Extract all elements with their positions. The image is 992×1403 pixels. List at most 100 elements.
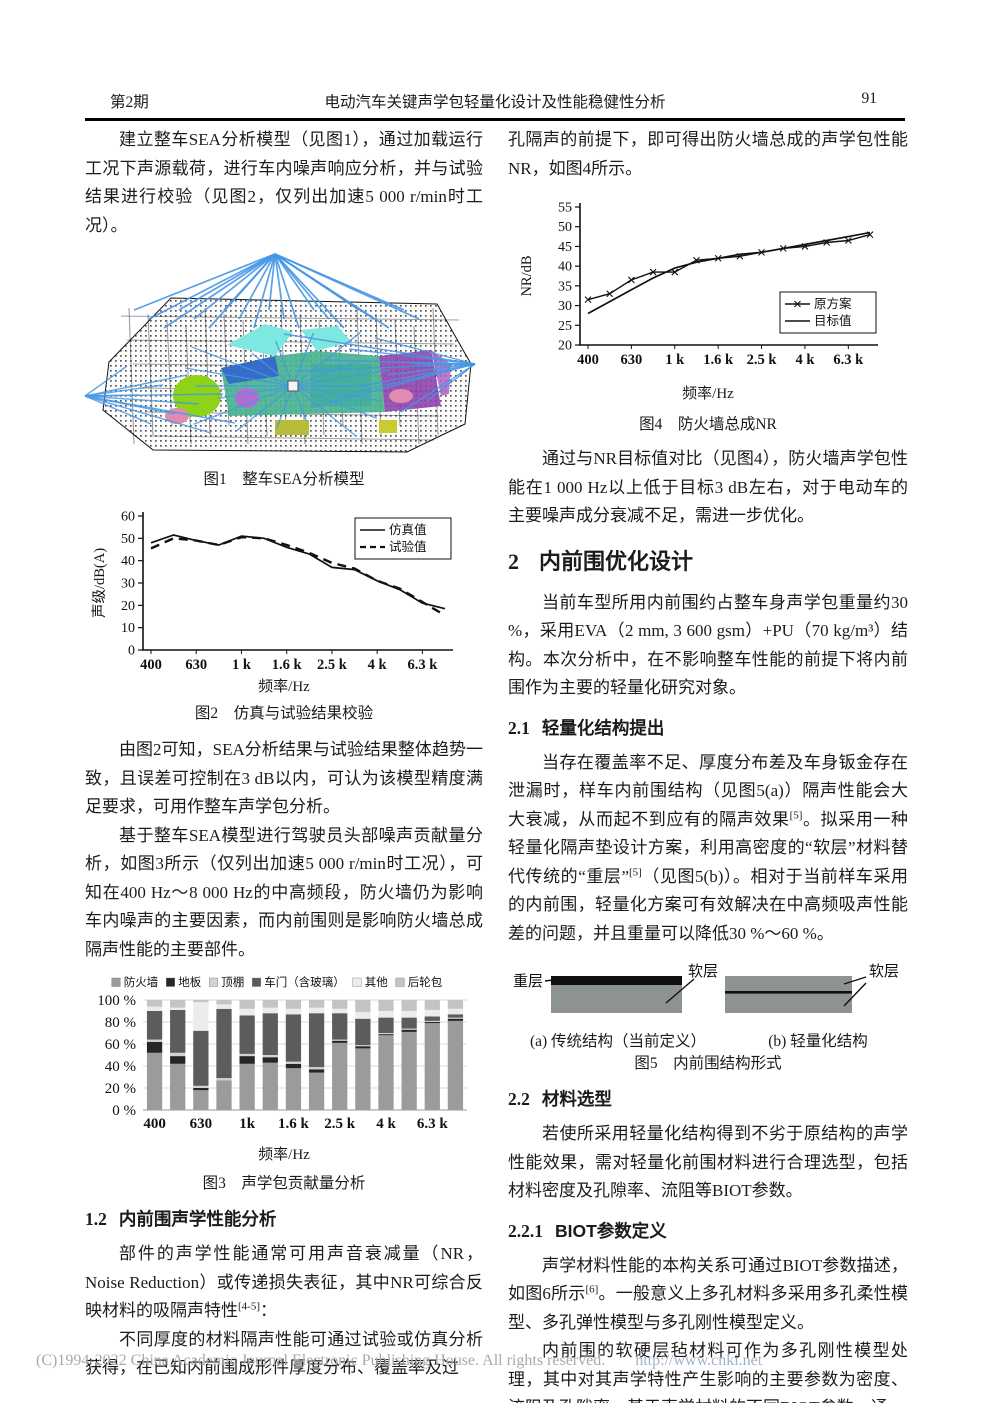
paragraph-rigid-model: 内前围的软硬层毡材料可作为多孔刚性模型处理，其中对其声学特性产生影响的主要参数为… [508, 1341, 908, 1403]
section-heading-1-2: 1.2 内前围声学性能分析 [85, 1206, 483, 1232]
svg-text:4 k: 4 k [376, 1116, 396, 1132]
figure2-xaxis-label: 频率/Hz [258, 679, 310, 695]
text-segment: 。拟采用一种轻量化隔声垫设计方案，利用高密度的“软层”材料替代传统的“重层” [508, 809, 909, 886]
svg-text:40: 40 [558, 260, 572, 275]
svg-text:400: 400 [140, 657, 162, 673]
journal-issue: 第2期 [110, 94, 149, 111]
soft-layer-b [725, 976, 852, 1013]
footer-copyright: (C)1994-2022 China Academic Journal Elec… [36, 1352, 606, 1369]
paragraph-nr-comparison: 通过与NR目标值对比（见图4），防火墙声学包性能在1 000 Hz以上低于目标3… [508, 449, 908, 525]
text-segment: 声学材料性能的本构关系可通过BIOT参数描述，如图6所示 [508, 1255, 908, 1304]
section-title: 材料选型 [541, 1089, 612, 1109]
svg-text:20: 20 [558, 339, 572, 354]
svg-text:100 %: 100 % [97, 993, 136, 1009]
text-segment: 部件的声学性能通常可用声音衰减量（NR，Noise Reduction）或传递损… [85, 1244, 483, 1320]
svg-text:60: 60 [121, 510, 135, 525]
page-number: 91 [861, 90, 878, 107]
svg-text:50: 50 [558, 220, 572, 235]
figure3-caption: 图3 声学包贡献量分析 [202, 1175, 366, 1192]
section-number: 2.1 [508, 717, 530, 738]
paragraph-sea-validation: 由图2可知，SEA分析结果与试验结果整体趋势一致，且误差可控制在3 dB以内，可… [85, 740, 483, 816]
svg-text:45: 45 [558, 240, 572, 255]
soft-layer-a [551, 985, 682, 1013]
svg-text:630: 630 [185, 657, 207, 673]
svg-text:声级/dB(A): 声级/dB(A) [91, 548, 108, 618]
leader-line [843, 982, 867, 1007]
footer: (C)1994-2022 China Academic Journal Elec… [36, 1352, 762, 1370]
page-header: 第2期 电动汽车关键声学包轻量化设计及性能稳健性分析 91 [85, 88, 905, 121]
svg-text:630: 630 [190, 1116, 213, 1132]
section-heading-2-1: 2.1 轻量化结构提出 [508, 715, 908, 741]
svg-text:0 %: 0 % [112, 1103, 136, 1119]
section-title: BIOT参数定义 [555, 1220, 667, 1241]
section-title: 内前围声学性能分析 [118, 1209, 277, 1229]
paragraph-thickness: 不同厚度的材料隔声性能可通过试验或仿真分析获得，在已知内前围成形件厚度分布、覆盖… [85, 1329, 483, 1378]
svg-text:2.5 k: 2.5 k [317, 657, 348, 673]
svg-text:顶棚: 顶棚 [221, 975, 244, 989]
svg-text:6.3 k: 6.3 k [417, 1116, 449, 1132]
svg-text:1.6 k: 1.6 k [278, 1116, 310, 1132]
paragraph-current-structure: 当前车型所用内前围约占整车身声学包重量约30 %，采用EVA（2 mm, 3 6… [508, 592, 908, 698]
paragraph-contribution-analysis: 基于整车SEA模型进行驾驶员头部噪声贡献量分析，如图3所示（仅列出加速5 000… [85, 825, 483, 959]
svg-text:400: 400 [143, 1116, 166, 1132]
svg-text:1k: 1k [239, 1116, 256, 1132]
text-segment: （见图5(b)）。相对于当前样车采用的内前围，轻量化方案可有效解决在中高频吸声性… [508, 866, 909, 943]
text-segment: 。一般意义上多孔材料多采用多孔柔性模型、多孔弹性模型与多孔刚性模型定义。 [508, 1284, 908, 1332]
svg-text:原方案: 原方案 [814, 296, 852, 311]
section-number: 2.2.1 [508, 1220, 543, 1241]
svg-text:6.3 k: 6.3 k [833, 352, 864, 368]
svg-text:0: 0 [128, 644, 135, 659]
svg-text:1 k: 1 k [665, 352, 685, 368]
svg-text:20 %: 20 % [105, 1081, 136, 1097]
svg-text:400: 400 [577, 352, 599, 368]
leader-line [665, 978, 695, 1004]
figure5-subcaptions: (a) 传统结构（当前定义） (b) 轻量化结构 [508, 1032, 908, 1052]
svg-text:后轮包: 后轮包 [408, 975, 443, 989]
citation-ref: [4-5] [238, 1300, 260, 1313]
svg-text:25: 25 [558, 319, 572, 334]
leader-line [544, 979, 554, 982]
svg-text:50: 50 [121, 532, 135, 547]
svg-text:20: 20 [121, 599, 135, 614]
paragraph-sea-model: 建立整车SEA分析模型（见图1），通过加载运行工况下声源载荷，进行车内噪声响应分… [85, 130, 483, 235]
label-soft-layer-b: 软层 [869, 963, 899, 980]
svg-text:6.3 k: 6.3 k [407, 657, 438, 673]
leader-line [843, 976, 867, 985]
svg-text:60 %: 60 % [105, 1037, 136, 1053]
svg-text:试验值: 试验值 [389, 539, 427, 554]
section-title: 内前围优化设计 [539, 548, 694, 574]
svg-text:地板: 地板 [178, 975, 201, 989]
svg-text:2.5 k: 2.5 k [324, 1116, 356, 1132]
section-number: 2 [508, 548, 519, 574]
sea-connection-rays [84, 253, 476, 437]
subcaption-b: (b) 轻量化结构 [768, 1033, 868, 1050]
svg-text:30: 30 [558, 299, 572, 314]
citation-ref: [5] [789, 808, 803, 821]
svg-text:80 %: 80 % [105, 1015, 136, 1031]
svg-text:NR/dB: NR/dB [519, 255, 535, 296]
paragraph-biot-definition: 声学材料性能的本构关系可通过BIOT参数描述，如图6所示[6]。一般意义上多孔材… [508, 1252, 908, 1338]
svg-text:40 %: 40 % [105, 1059, 136, 1075]
figure5-structure-diagrams: 重层 软层 软层 (a) 传统结构（当前定义） (b) 轻量化结构 图5 内前围… [508, 962, 908, 1074]
figure2-chart: 0 10 20 30 40 50 60 400 630 1 k 1.6 k 2.5 k 4 k 6.3 k… [91, 510, 453, 673]
svg-text:40: 40 [121, 554, 135, 569]
paragraph-nr-definition: 部件的声学性能通常可用声音衰减量（NR，Noise Reduction）或传递损… [85, 1240, 483, 1326]
svg-text:2.5 k: 2.5 k [747, 352, 778, 368]
svg-text:4 k: 4 k [795, 352, 815, 368]
citation-ref: [6] [585, 1283, 599, 1296]
svg-text:35: 35 [558, 279, 572, 294]
svg-text:630: 630 [621, 352, 643, 368]
svg-text:目标值: 目标值 [814, 313, 852, 328]
figure1-sea-model-image [84, 253, 476, 453]
figure4-chart: 20 25 30 35 40 45 50 55 400 630 1 k 1.6 k 2.5 k 4 k 6.… [519, 201, 878, 368]
label-heavy-layer: 重层 [513, 973, 543, 990]
section-heading-2-2-1: 2.2.1 BIOT参数定义 [508, 1218, 908, 1244]
section-number: 2.2 [508, 1089, 530, 1109]
figure2-caption: 图2 仿真与试验结果校验 [194, 705, 374, 722]
section-heading-2-2: 2.2 材料选型 [508, 1086, 908, 1112]
citation-ref: [5] [629, 865, 642, 878]
subcaption-a: (a) 传统结构（当前定义） [529, 1033, 707, 1050]
section-title: 轻量化结构提出 [541, 717, 665, 738]
paper-title: 电动汽车关键声学包轻量化设计及性能稳健性分析 [324, 94, 666, 111]
